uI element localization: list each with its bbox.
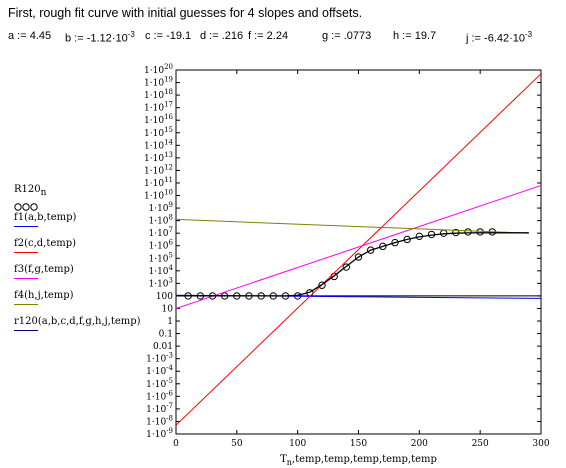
y-tick-label: 1·103 [148, 276, 173, 289]
y-tick-label: 1·1015 [144, 126, 173, 139]
y-tick-label: 1·10-7 [146, 402, 173, 415]
y-tick-label: 1·106 [148, 239, 173, 252]
x-tick-label: 100 [289, 439, 306, 449]
y-tick-label: 1·10-3 [146, 352, 173, 365]
y-tick-label: 1·10-6 [146, 389, 173, 402]
x-tick-label: 50 [231, 439, 243, 449]
y-tick-label: 1·104 [148, 264, 173, 277]
y-tick-label: 1·105 [148, 251, 173, 264]
y-tick-label: 1 [167, 317, 173, 327]
y-tick-label: 1·10-8 [146, 414, 173, 427]
y-tick-label: 1·108 [148, 214, 173, 227]
y-tick-label: 0.01 [153, 342, 173, 352]
y-tick-label: 1·1017 [144, 101, 173, 114]
y-tick-label: 100 [156, 292, 173, 302]
y-tick-label: 1·1018 [144, 88, 173, 101]
y-tick-label: 1·1019 [144, 76, 173, 89]
y-tick-label: 1·1014 [144, 138, 174, 151]
y-tick-label: 1·109 [148, 201, 173, 214]
y-tick-label: 1·1010 [144, 189, 173, 202]
y-tick-label: 1·107 [148, 226, 173, 239]
x-tick-label: 250 [472, 439, 489, 449]
x-tick-label: 150 [350, 439, 367, 449]
x-tick-label: 200 [411, 439, 428, 449]
y-tick-label: 1·1013 [144, 151, 173, 164]
y-tick-label: 1·1020 [144, 63, 173, 76]
plot-frame [176, 70, 541, 434]
y-tick-label: 1·1016 [144, 113, 174, 126]
y-tick-label: 1·10-9 [146, 427, 173, 440]
y-tick-label: 0.1 [159, 330, 173, 340]
y-tick-label: 10 [162, 304, 174, 314]
y-tick-label: 1·10-4 [146, 364, 173, 377]
y-tick-label: 1·1012 [144, 163, 173, 176]
y-tick-label: 1·10-5 [146, 377, 173, 390]
y-tick-label: 1·1011 [144, 176, 173, 189]
x-axis-label: Tn,temp,temp,temp,temp,temp [280, 454, 437, 467]
x-tick-label: 0 [173, 439, 179, 449]
x-tick-label: 300 [532, 439, 549, 449]
